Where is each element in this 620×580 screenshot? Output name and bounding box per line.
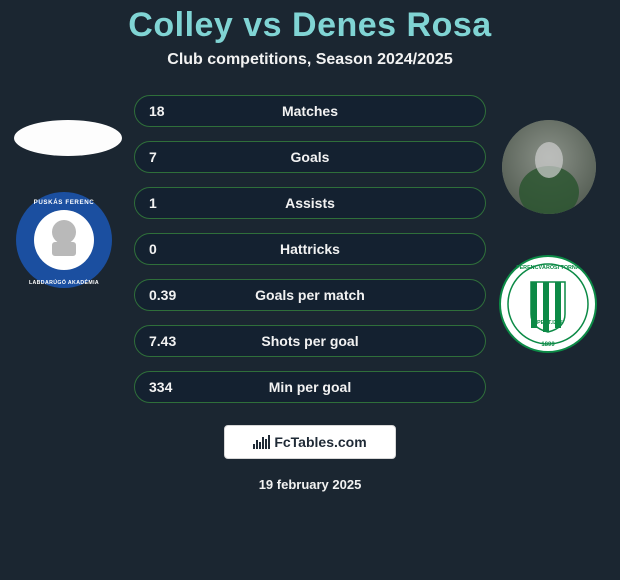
stat-label: Goals bbox=[199, 149, 421, 165]
stat-value-left: 0 bbox=[149, 241, 199, 257]
stat-label: Hattricks bbox=[199, 241, 421, 257]
svg-text:FERENCVÁROSI TORNA: FERENCVÁROSI TORNA bbox=[516, 264, 580, 271]
stat-row: 7.43 Shots per goal bbox=[134, 325, 486, 357]
stat-label: Matches bbox=[199, 103, 421, 119]
card-title: Colley vs Denes Rosa bbox=[0, 6, 620, 45]
svg-text:LABDARÚGÓ AKADÉMIA: LABDARÚGÓ AKADÉMIA bbox=[29, 278, 99, 286]
stat-row: 1 Assists bbox=[134, 187, 486, 219]
stat-label: Shots per goal bbox=[199, 333, 421, 349]
stat-row: 7 Goals bbox=[134, 141, 486, 173]
stat-row: 334 Min per goal bbox=[134, 371, 486, 403]
club-badge-right: FERENCVÁROSI TORNA BPEST.IX.K 1899 bbox=[498, 254, 598, 354]
comparison-card: Colley vs Denes Rosa Club competitions, … bbox=[0, 0, 620, 580]
svg-text:1899: 1899 bbox=[541, 342, 555, 348]
footer-date: 19 february 2025 bbox=[0, 477, 620, 492]
stat-value-left: 7 bbox=[149, 149, 199, 165]
stat-row: 0 Hattricks bbox=[134, 233, 486, 265]
svg-text:BPEST.IX.K: BPEST.IX.K bbox=[533, 320, 563, 326]
stat-row: 18 Matches bbox=[134, 95, 486, 127]
card-subtitle: Club competitions, Season 2024/2025 bbox=[0, 51, 620, 69]
stat-value-left: 7.43 bbox=[149, 333, 199, 349]
stat-label: Assists bbox=[199, 195, 421, 211]
source-logo: FcTables.com bbox=[224, 425, 396, 459]
stat-row: 0.39 Goals per match bbox=[134, 279, 486, 311]
stat-label: Goals per match bbox=[199, 287, 421, 303]
club-badge-left: PUSKÁS FERENC LABDARÚGÓ AKADÉMIA bbox=[14, 190, 114, 290]
puskas-badge-icon: PUSKÁS FERENC LABDARÚGÓ AKADÉMIA bbox=[14, 190, 114, 290]
player-left-avatar bbox=[14, 120, 122, 156]
stat-value-left: 1 bbox=[149, 195, 199, 211]
player-silhouette-icon bbox=[502, 120, 596, 214]
stat-value-left: 0.39 bbox=[149, 287, 199, 303]
player-right-avatar bbox=[502, 120, 596, 214]
stat-value-left: 334 bbox=[149, 379, 199, 395]
bar-chart-icon bbox=[253, 435, 270, 449]
source-logo-text: FcTables.com bbox=[274, 434, 366, 450]
svg-text:PUSKÁS FERENC: PUSKÁS FERENC bbox=[34, 199, 95, 206]
ferencvaros-badge-icon: FERENCVÁROSI TORNA BPEST.IX.K 1899 bbox=[498, 254, 598, 354]
stat-value-left: 18 bbox=[149, 103, 199, 119]
stat-label: Min per goal bbox=[199, 379, 421, 395]
